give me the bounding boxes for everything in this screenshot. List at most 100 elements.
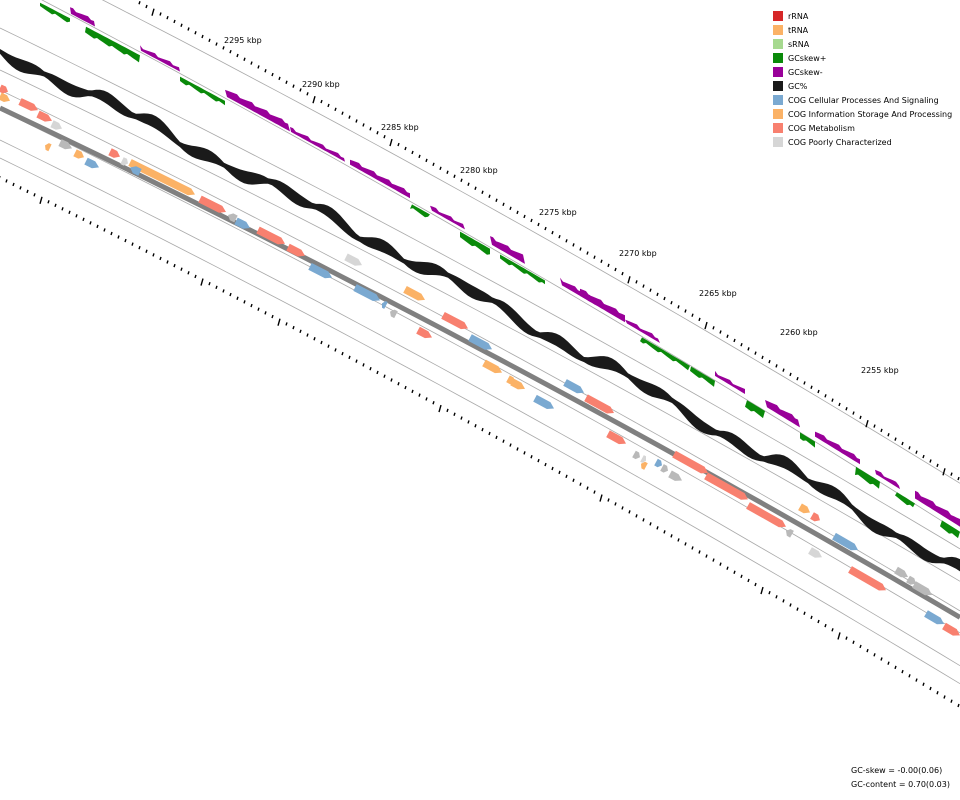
minor-tick — [12, 182, 15, 187]
minor-tick — [908, 674, 911, 678]
minor-tick — [474, 186, 477, 190]
minor-tick — [173, 19, 176, 24]
legend-item-srna: sRNA — [773, 37, 952, 51]
minor-tick — [705, 554, 708, 558]
minor-tick — [712, 326, 715, 330]
minor-tick — [502, 202, 505, 207]
major-tick — [704, 321, 708, 330]
minor-tick — [460, 178, 463, 182]
minor-tick — [117, 235, 120, 239]
minor-tick — [180, 23, 183, 27]
cds-cog-information — [510, 378, 525, 390]
minor-tick — [257, 65, 260, 69]
gcskew-negative — [815, 431, 860, 465]
minor-tick — [453, 174, 456, 178]
major-tick — [942, 468, 946, 476]
track-line — [0, 27, 960, 550]
minor-tick — [271, 314, 274, 319]
minor-tick — [957, 476, 960, 481]
minor-tick — [47, 200, 50, 204]
minor-tick — [495, 435, 498, 440]
minor-tick — [936, 463, 939, 468]
minor-tick — [530, 455, 533, 459]
minor-tick — [684, 309, 687, 313]
minor-tick — [404, 146, 407, 151]
cds-cog-cellular — [234, 217, 250, 229]
gcskew-positive — [855, 466, 880, 489]
legend-item-gcskew-plus: GCskew+ — [773, 51, 952, 65]
minor-tick — [579, 482, 582, 486]
gc-content-stat: GC-content = 0.70(0.03) — [851, 780, 950, 789]
minor-tick — [201, 34, 204, 39]
minor-tick — [278, 76, 281, 81]
minor-tick — [719, 562, 722, 566]
minor-tick — [740, 574, 743, 579]
minor-tick — [775, 364, 778, 368]
minor-tick — [656, 526, 659, 530]
track-line — [0, 89, 960, 612]
cds-cog-cellular — [130, 166, 142, 176]
minor-tick — [194, 31, 197, 35]
minor-tick — [243, 57, 246, 61]
minor-tick — [54, 203, 57, 208]
legend-label: tRNA — [788, 25, 809, 35]
major-tick — [39, 196, 43, 205]
minor-tick — [285, 80, 288, 84]
minor-tick — [600, 259, 603, 263]
legend-label: rRNA — [788, 11, 809, 21]
gcskew-negative — [875, 469, 900, 490]
legend-label: COG Cellular Processes And Signaling — [788, 95, 939, 105]
minor-tick — [754, 351, 757, 355]
minor-tick — [481, 427, 484, 432]
cds-cog-information — [45, 143, 52, 152]
minor-tick — [103, 228, 106, 232]
cds-cog-metabolism — [0, 84, 8, 94]
minor-tick — [229, 49, 232, 54]
minor-tick — [866, 648, 869, 653]
minor-tick — [656, 292, 659, 297]
cds-cog-information — [403, 286, 425, 301]
minor-tick — [873, 653, 876, 657]
major-tick — [760, 586, 764, 595]
legend-item-cog-information: COG Information Storage And Processing — [773, 107, 952, 121]
minor-tick — [159, 12, 162, 16]
minor-tick — [411, 150, 414, 155]
minor-tick — [145, 249, 148, 253]
minor-tick — [432, 401, 435, 405]
gcskew-positive — [745, 400, 765, 419]
minor-tick — [397, 142, 400, 147]
minor-tick — [215, 285, 218, 290]
cds-cog-cellular — [382, 301, 388, 309]
minor-tick — [901, 669, 904, 674]
major-tick — [277, 318, 281, 326]
minor-tick — [264, 311, 267, 315]
legend-swatch — [773, 109, 783, 119]
minor-tick — [586, 251, 589, 255]
minor-tick — [859, 415, 862, 420]
minor-tick — [915, 450, 918, 454]
legend-label: GCskew+ — [788, 53, 827, 63]
minor-tick — [768, 359, 771, 364]
minor-tick — [698, 550, 701, 554]
minor-tick — [509, 206, 512, 211]
gcskew-negative — [350, 159, 410, 199]
major-tick — [837, 632, 841, 640]
minor-tick — [936, 691, 939, 695]
minor-tick — [159, 256, 162, 261]
cds-cog-metabolism — [672, 450, 708, 474]
minor-tick — [810, 385, 813, 389]
cds-cog-metabolism — [198, 195, 226, 213]
minor-tick — [299, 329, 302, 334]
minor-tick — [754, 582, 757, 587]
minor-tick — [663, 296, 666, 301]
gcskew-negative — [490, 236, 525, 264]
kbp-label: 2280 kbp — [460, 166, 498, 175]
minor-tick — [334, 107, 337, 112]
minor-tick — [362, 363, 365, 367]
minor-tick — [887, 433, 890, 437]
minor-tick — [523, 214, 526, 219]
minor-tick — [131, 242, 134, 246]
minor-tick — [474, 424, 477, 428]
minor-tick — [250, 61, 253, 65]
